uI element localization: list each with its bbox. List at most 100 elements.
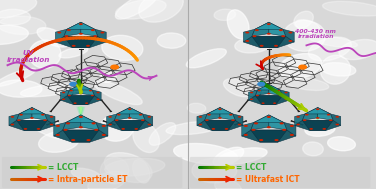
- Ellipse shape: [303, 142, 323, 156]
- Text: = LCCT: = LCCT: [48, 163, 78, 172]
- Polygon shape: [130, 108, 145, 120]
- Ellipse shape: [186, 49, 226, 68]
- Text: = Ultrafast ICT: = Ultrafast ICT: [236, 175, 299, 184]
- Polygon shape: [318, 108, 333, 120]
- Circle shape: [218, 108, 222, 110]
- Circle shape: [296, 124, 300, 125]
- Circle shape: [50, 124, 53, 125]
- Ellipse shape: [20, 84, 75, 97]
- Circle shape: [108, 116, 112, 118]
- Circle shape: [70, 82, 77, 86]
- Circle shape: [225, 128, 228, 130]
- Polygon shape: [207, 108, 233, 114]
- Ellipse shape: [149, 123, 176, 145]
- Polygon shape: [254, 115, 284, 122]
- Circle shape: [267, 23, 271, 25]
- Ellipse shape: [100, 114, 134, 141]
- Ellipse shape: [321, 63, 356, 76]
- Circle shape: [245, 40, 249, 42]
- Ellipse shape: [115, 0, 166, 19]
- Ellipse shape: [0, 68, 36, 86]
- Ellipse shape: [99, 72, 116, 82]
- Polygon shape: [80, 107, 82, 115]
- Polygon shape: [302, 120, 333, 131]
- Circle shape: [11, 124, 14, 125]
- Ellipse shape: [327, 137, 355, 151]
- Circle shape: [267, 33, 271, 35]
- Polygon shape: [269, 115, 287, 130]
- Circle shape: [30, 108, 34, 110]
- Polygon shape: [244, 29, 255, 42]
- Circle shape: [205, 119, 209, 121]
- Ellipse shape: [286, 78, 329, 91]
- Circle shape: [316, 117, 320, 119]
- Circle shape: [259, 139, 263, 141]
- Ellipse shape: [88, 171, 126, 189]
- Circle shape: [121, 128, 125, 130]
- Ellipse shape: [308, 37, 352, 61]
- Polygon shape: [295, 120, 341, 131]
- Polygon shape: [61, 96, 101, 105]
- Ellipse shape: [296, 20, 320, 33]
- Polygon shape: [67, 96, 94, 105]
- Text: = LCCT: = LCCT: [236, 163, 266, 172]
- Circle shape: [256, 95, 259, 96]
- Polygon shape: [114, 108, 130, 120]
- Polygon shape: [80, 107, 82, 117]
- Polygon shape: [95, 29, 106, 42]
- Ellipse shape: [283, 21, 326, 51]
- Ellipse shape: [23, 112, 67, 139]
- Circle shape: [67, 29, 71, 31]
- Ellipse shape: [29, 40, 61, 68]
- Ellipse shape: [0, 0, 37, 18]
- Ellipse shape: [213, 147, 244, 166]
- Polygon shape: [81, 22, 98, 36]
- Ellipse shape: [323, 1, 376, 16]
- Circle shape: [89, 90, 92, 91]
- Ellipse shape: [105, 153, 152, 183]
- Circle shape: [261, 102, 265, 104]
- Ellipse shape: [100, 157, 129, 184]
- Polygon shape: [315, 111, 320, 122]
- Circle shape: [85, 102, 88, 104]
- Polygon shape: [269, 22, 286, 36]
- Ellipse shape: [215, 179, 241, 189]
- Ellipse shape: [37, 28, 69, 47]
- Circle shape: [57, 32, 61, 34]
- Circle shape: [139, 114, 143, 116]
- Polygon shape: [331, 114, 341, 125]
- Circle shape: [244, 125, 248, 127]
- Polygon shape: [302, 108, 318, 120]
- Polygon shape: [197, 114, 207, 125]
- Polygon shape: [284, 122, 296, 136]
- Ellipse shape: [115, 0, 158, 19]
- Polygon shape: [251, 130, 287, 142]
- Polygon shape: [56, 29, 67, 42]
- Polygon shape: [77, 107, 84, 119]
- Circle shape: [19, 114, 23, 116]
- Ellipse shape: [59, 47, 88, 58]
- Polygon shape: [295, 114, 305, 125]
- Polygon shape: [9, 114, 19, 125]
- Circle shape: [41, 114, 45, 116]
- Polygon shape: [220, 108, 235, 120]
- Circle shape: [288, 40, 293, 42]
- Circle shape: [141, 119, 144, 121]
- FancyBboxPatch shape: [190, 157, 370, 188]
- Circle shape: [79, 85, 82, 87]
- Circle shape: [238, 116, 241, 118]
- Polygon shape: [64, 22, 81, 36]
- Polygon shape: [283, 29, 294, 42]
- Ellipse shape: [235, 37, 271, 53]
- Polygon shape: [197, 120, 243, 131]
- Ellipse shape: [0, 80, 42, 97]
- Circle shape: [24, 128, 27, 130]
- Circle shape: [252, 129, 256, 131]
- Circle shape: [290, 134, 294, 136]
- Circle shape: [79, 126, 83, 128]
- Polygon shape: [67, 22, 95, 29]
- Polygon shape: [280, 90, 289, 100]
- Circle shape: [66, 122, 70, 124]
- Polygon shape: [54, 130, 108, 142]
- Circle shape: [255, 29, 259, 31]
